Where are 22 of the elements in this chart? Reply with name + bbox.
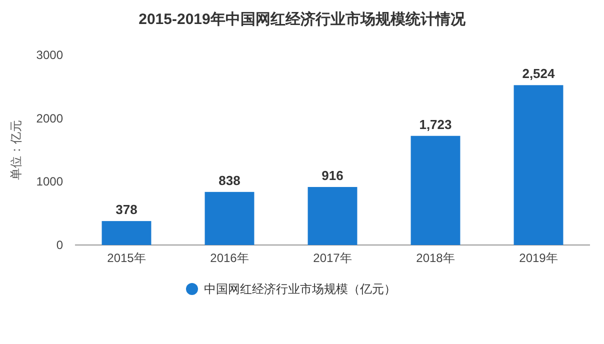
bar [102,221,152,245]
x-tick-label: 2015年 [107,251,146,265]
chart-title: 2015-2019年中国网红经济行业市场规模统计情况 [138,10,466,28]
x-tick-label: 2019年 [519,251,558,265]
bar [410,136,460,245]
data-label: 838 [218,172,240,188]
bar [204,192,254,245]
bar [308,186,358,245]
legend-label: 中国网红经济行业市场规模（亿元） [204,282,396,296]
bar [514,85,564,245]
y-axis-title: 单位：亿元 [9,120,23,180]
x-tick-label: 2018年 [416,251,455,265]
y-tick-label: 2000 [36,111,64,126]
y-tick-label: 1000 [36,174,64,189]
y-tick-label: 3000 [36,48,64,62]
data-label: 378 [116,202,138,218]
x-tick-label: 2017年 [313,251,352,265]
data-label: 2,524 [522,66,556,82]
x-tick-label: 2016年 [210,251,249,265]
y-tick-label: 0 [56,238,64,252]
data-label: 1,723 [419,116,452,132]
data-label: 916 [322,168,344,183]
